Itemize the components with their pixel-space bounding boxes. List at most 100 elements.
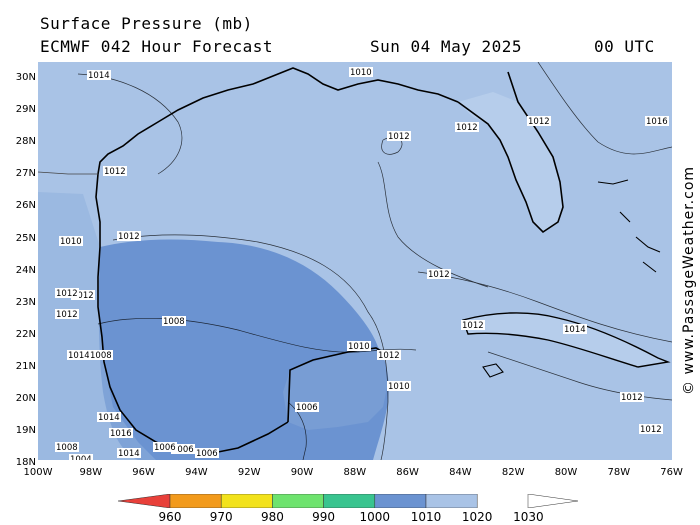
lat-tick-label: 28N (15, 136, 36, 148)
jamaica-island (482, 363, 504, 378)
svg-text:1014: 1014 (564, 325, 586, 335)
lat-tick-label: 30N (15, 72, 36, 83)
isobar-label: 1010 (59, 236, 83, 247)
lon-tick-label: 76W (660, 467, 683, 478)
bahamas-islands (597, 179, 661, 273)
model-forecast-label: ECMWF 042 Hour Forecast (40, 37, 274, 56)
lat-tick-label: 21N (15, 360, 36, 372)
svg-text:1016: 1016 (110, 429, 132, 439)
colorbar-high-arrow (527, 494, 579, 508)
svg-text:1012: 1012 (378, 351, 400, 361)
isobar-label: 1012 (71, 290, 95, 301)
svg-text:1012: 1012 (56, 310, 78, 320)
svg-text:1006: 1006 (296, 403, 318, 413)
colorbar-cell (374, 494, 427, 508)
svg-text:1012: 1012 (640, 425, 662, 435)
site-credit: © www.PassageWeather.com (681, 165, 697, 395)
cuba-island (463, 312, 668, 367)
isobar-label: 1014 (67, 350, 91, 361)
svg-text:1010: 1010 (60, 237, 82, 247)
svg-text:1008: 1008 (163, 317, 185, 327)
svg-text:1010: 1010 (388, 382, 410, 392)
isobar-label: 1016 (645, 116, 669, 127)
isobar-label: 1012 (639, 424, 663, 435)
isobar-label: 1010 (387, 381, 411, 392)
isobar-label: 1012 (377, 350, 401, 361)
us-gulf-coastline (97, 67, 459, 175)
colorbar-cell (169, 494, 222, 508)
svg-text:1006: 1006 (196, 449, 218, 459)
isobar-label: 1008 (89, 350, 113, 361)
svg-text:1012: 1012 (104, 167, 126, 177)
isobar-label: 1012 (117, 231, 141, 242)
valid-time: 00 UTC (594, 37, 655, 56)
isobar-label: 1014 (87, 70, 111, 81)
svg-text:1012: 1012 (428, 270, 450, 280)
lat-tick-label: 19N (15, 425, 36, 437)
lat-tick-label: 24N (15, 264, 36, 276)
svg-text:1008: 1008 (90, 351, 112, 361)
isobar-label: 1012 (55, 288, 79, 299)
lon-tick-label: 96W (132, 467, 155, 478)
isobar-label: 1006 (153, 442, 177, 453)
svg-text:1014: 1014 (118, 449, 140, 459)
isobar-label: 1014 (563, 324, 587, 335)
lon-tick-label: 84W (449, 467, 472, 478)
svg-text:1010: 1010 (348, 342, 370, 352)
svg-text:1012: 1012 (56, 289, 78, 299)
svg-text:1012: 1012 (72, 291, 94, 301)
svg-text:1006: 1006 (154, 443, 176, 453)
isobar-label: 1008 (162, 316, 186, 327)
colorbar-tick-label: 1010 (410, 510, 442, 524)
isobar-label: 1008 (55, 442, 79, 453)
colorbar-cells (169, 494, 478, 508)
lon-tick-label: 78W (607, 467, 631, 478)
isobar-label: 1014 (117, 448, 141, 459)
svg-text:1012: 1012 (118, 232, 140, 242)
isobar-label: 1012 (620, 392, 644, 403)
colorbar-cell (272, 494, 324, 508)
mexico-landmass (38, 192, 156, 460)
svg-text:1008: 1008 (56, 443, 78, 453)
isobar-label: 1012 (461, 320, 485, 331)
isobar-label: 1016 (109, 428, 133, 439)
lat-tick-label: 29N (15, 104, 36, 116)
svg-text:1004: 1004 (70, 455, 92, 460)
lon-tick-label: 86W (396, 467, 419, 478)
yucatan-coastline (287, 347, 384, 423)
lon-tick-label: 88W (343, 467, 367, 478)
lon-tick-label: 82W (501, 467, 525, 478)
lat-tick-label: 22N (15, 328, 36, 340)
isobar-label: 1010 (349, 67, 373, 78)
colorbar-tick-label: 990 (312, 510, 336, 524)
colorbar-tick-label: 980 (260, 510, 284, 524)
colorbar-tick-label: 960 (158, 510, 182, 524)
lon-tick-label: 94W (185, 467, 208, 478)
isobar-label: 1012 (455, 122, 479, 133)
colorbar-tick-label: 1020 (461, 510, 493, 524)
isobar-label: 1012 (103, 166, 127, 177)
lon-tick-label: 90W (290, 467, 314, 478)
lat-tick-label: 25N (15, 232, 36, 244)
colorbar (118, 494, 579, 508)
svg-text:1010: 1010 (350, 68, 372, 78)
svg-text:1012: 1012 (388, 132, 410, 142)
colorbar-cell (220, 494, 273, 508)
isobar-label: 1004 (69, 454, 93, 460)
lat-tick-label: 20N (15, 393, 36, 404)
lat-tick-label: 18N (15, 457, 36, 469)
cuba-coastline (462, 312, 671, 368)
map-title: Surface Pressure (mb) (40, 14, 253, 33)
isobar-label: 1006 (171, 444, 195, 455)
svg-text:1006: 1006 (172, 445, 194, 455)
land-borders (38, 171, 98, 175)
lon-tick-label: 80W (554, 467, 578, 478)
svg-text:1012: 1012 (456, 123, 478, 133)
isobar-label: 1006 (295, 402, 319, 413)
svg-text:1012: 1012 (621, 393, 643, 403)
lon-tick-label: 92W (237, 467, 261, 478)
isobar-label: 1012 (527, 116, 551, 127)
florida-coastline (457, 71, 564, 234)
svg-text:1012: 1012 (462, 321, 484, 331)
